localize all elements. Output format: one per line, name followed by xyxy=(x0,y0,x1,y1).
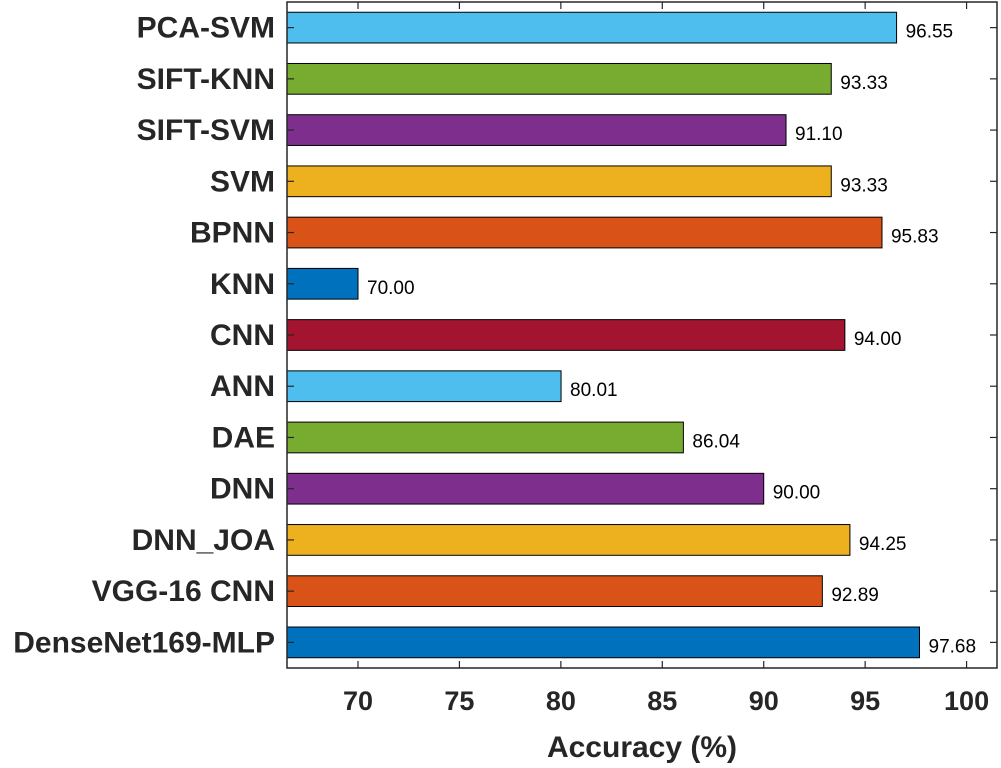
value-labels-layer: 96.55 93.33 91.10 93.33 95.83 70.00 94.00 80.01… xyxy=(367,22,976,658)
value-label: 92.89 xyxy=(831,585,879,606)
value-label: 70.00 xyxy=(367,278,415,299)
value-label: 94.25 xyxy=(859,534,907,555)
bar-sift-svm xyxy=(286,114,787,146)
bar-knn xyxy=(286,267,359,300)
category-label: ANN xyxy=(210,370,275,403)
x-tick-label: 80 xyxy=(546,686,576,716)
x-tick-label: 85 xyxy=(647,686,677,716)
bar-dnn-joa xyxy=(286,524,851,556)
bar-densenet169-mlp xyxy=(286,626,921,659)
value-label: 90.00 xyxy=(773,483,821,504)
value-label: 86.04 xyxy=(692,431,740,452)
category-label: SIFT-KNN xyxy=(137,63,275,96)
category-label: DNN_JOA xyxy=(132,524,275,557)
value-label: 80.01 xyxy=(570,380,618,401)
category-label: SIFT-SVM xyxy=(137,114,275,147)
x-tick-label: 100 xyxy=(944,686,989,716)
bar-dae xyxy=(286,421,684,454)
value-label: 94.00 xyxy=(854,329,902,350)
x-tick-label: 75 xyxy=(444,686,474,716)
category-label: DAE xyxy=(212,421,275,454)
category-label: PCA-SVM xyxy=(137,12,275,45)
bar-dnn xyxy=(286,472,765,505)
x-tick-label: 70 xyxy=(343,686,373,716)
value-label: 95.83 xyxy=(891,227,939,248)
value-label: 93.33 xyxy=(840,175,888,196)
value-label: 96.55 xyxy=(906,22,954,43)
category-label: KNN xyxy=(210,268,275,301)
category-label: BPNN xyxy=(190,217,275,250)
bar-cnn xyxy=(286,319,846,351)
category-label: CNN xyxy=(210,319,275,352)
bar-bpnn xyxy=(286,216,883,249)
category-label: VGG-16 CNN xyxy=(92,575,275,608)
category-label: DenseNet169-MLP xyxy=(13,626,275,659)
bar-ann xyxy=(286,370,562,403)
category-label: SVM xyxy=(210,165,275,198)
category-labels-layer: PCA-SVM SIFT-KNN SIFT-SVM SVM BPNN KNN CNN ANN D… xyxy=(13,12,275,660)
bar-vgg-16-cnn xyxy=(286,575,823,608)
bars-layer xyxy=(286,11,921,659)
bar-sift-knn xyxy=(286,62,832,95)
ticks-layer: 70 75 80 85 90 95 100 xyxy=(287,2,997,716)
value-label: 91.10 xyxy=(795,124,843,145)
x-axis-title: Accuracy (%) xyxy=(547,731,737,764)
bar-svm xyxy=(286,165,832,198)
x-tick-label: 95 xyxy=(850,686,880,716)
value-label: 93.33 xyxy=(840,73,888,94)
bar-pca-svm xyxy=(286,11,898,44)
value-label: 97.68 xyxy=(929,636,977,657)
category-label: DNN xyxy=(210,473,275,506)
x-tick-label: 90 xyxy=(749,686,779,716)
